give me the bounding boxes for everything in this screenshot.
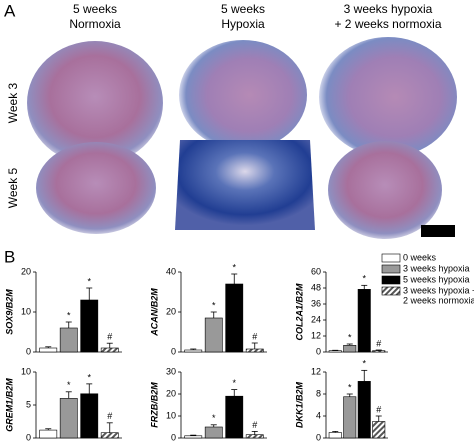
y-tick-label: 4 — [316, 410, 321, 420]
bar — [343, 396, 357, 439]
y-tick-label: 0 — [316, 432, 321, 442]
significance-mark: # — [252, 331, 257, 341]
y-axis-label: GREM1/B2M — [4, 378, 14, 432]
significance-mark: * — [67, 380, 71, 390]
bar — [204, 317, 223, 353]
histology-image — [27, 41, 163, 165]
bar — [343, 345, 357, 353]
bar — [59, 327, 78, 353]
legend-label: 5 weeks hypoxia — [403, 274, 470, 284]
bar — [357, 381, 371, 439]
y-tick-label: 30 — [166, 366, 176, 376]
y-tick-label: 48 — [311, 282, 321, 292]
y-tick-label: 10 — [21, 306, 31, 316]
legend-swatch — [381, 253, 401, 263]
bar — [357, 289, 371, 353]
bar — [225, 283, 244, 353]
bar — [328, 432, 342, 439]
significance-mark: # — [376, 338, 381, 348]
bar — [80, 299, 99, 353]
bar — [39, 347, 58, 353]
significance-mark: * — [212, 300, 216, 310]
y-tick-label: 10 — [21, 366, 31, 376]
significance-mark: # — [107, 332, 112, 342]
y-axis-label: COL2A1/B2M — [294, 283, 304, 341]
panel-label: A — [4, 1, 16, 20]
y-tick-label: 5 — [26, 399, 31, 409]
y-tick-label: 0 — [26, 346, 31, 356]
y-tick-label: 8 — [316, 388, 321, 398]
bar — [59, 398, 78, 439]
y-tick-label: 10 — [166, 410, 176, 420]
histology-image — [319, 37, 457, 157]
y-tick-label: 20 — [21, 266, 31, 276]
bar — [184, 349, 203, 353]
significance-mark: # — [107, 411, 112, 421]
panel-label: B — [4, 247, 15, 266]
significance-mark: # — [376, 404, 381, 414]
legend-label: 3 weeks hypoxia — [403, 263, 470, 273]
histology-image — [328, 141, 442, 239]
y-axis-label: DKK1/B2M — [294, 381, 304, 428]
significance-mark: * — [362, 274, 366, 284]
bar — [39, 429, 58, 439]
legend-swatch — [381, 264, 401, 274]
y-axis-label: SOX9/B2M — [4, 289, 14, 335]
histology-image — [179, 40, 307, 150]
significance-mark: # — [252, 420, 257, 430]
y-tick-label: 60 — [311, 266, 321, 276]
bar — [80, 393, 99, 439]
y-tick-label: 20 — [166, 306, 176, 316]
legend-label: 0 weeks — [403, 252, 437, 262]
y-tick-label: 40 — [166, 266, 176, 276]
column-heading: 5 weeks — [221, 2, 265, 16]
scale-bar — [421, 225, 455, 237]
y-axis-label: FRZB/B2M — [149, 382, 159, 428]
y-tick-label: 12 — [311, 330, 321, 340]
y-tick-label: 20 — [166, 388, 176, 398]
histology-image — [175, 140, 315, 230]
legend-label: 2 weeks normoxia — [403, 295, 474, 305]
bar — [372, 421, 386, 439]
bar — [245, 434, 264, 439]
y-tick-label: 0 — [316, 346, 321, 356]
column-heading: Normoxia — [69, 17, 121, 31]
bar — [100, 432, 119, 439]
y-tick-label: 36 — [311, 298, 321, 308]
legend-swatch — [381, 286, 401, 296]
legend-swatch — [381, 275, 401, 285]
bar — [204, 426, 223, 439]
row-heading: Week 3 — [6, 82, 20, 123]
row-heading: Week 5 — [6, 167, 20, 208]
bar — [328, 350, 342, 353]
significance-mark: * — [348, 332, 352, 342]
bar — [100, 347, 119, 353]
legend-label: 3 weeks hypoxia + — [403, 285, 474, 295]
y-axis-label: ACAN/B2M — [149, 288, 159, 337]
y-tick-label: 0 — [171, 346, 176, 356]
y-tick-label: 12 — [311, 366, 321, 376]
significance-mark: * — [232, 378, 236, 388]
bar — [245, 348, 264, 353]
significance-mark: * — [212, 413, 216, 423]
y-tick-label: 0 — [26, 432, 31, 442]
significance-mark: * — [87, 372, 91, 382]
column-heading: 3 weeks hypoxia — [344, 2, 433, 16]
column-heading: 5 weeks — [73, 2, 117, 16]
y-tick-label: 0 — [171, 432, 176, 442]
significance-mark: * — [67, 310, 71, 320]
column-heading: + 2 weeks normoxia — [334, 17, 441, 31]
bar — [372, 350, 386, 353]
significance-mark: * — [362, 359, 366, 369]
column-heading: Hypoxia — [221, 17, 265, 31]
significance-mark: * — [232, 262, 236, 272]
bar — [225, 395, 244, 439]
significance-mark: * — [87, 276, 91, 286]
significance-mark: * — [348, 382, 352, 392]
histology-image — [36, 142, 156, 234]
y-tick-label: 24 — [311, 314, 321, 324]
bar — [184, 435, 203, 439]
